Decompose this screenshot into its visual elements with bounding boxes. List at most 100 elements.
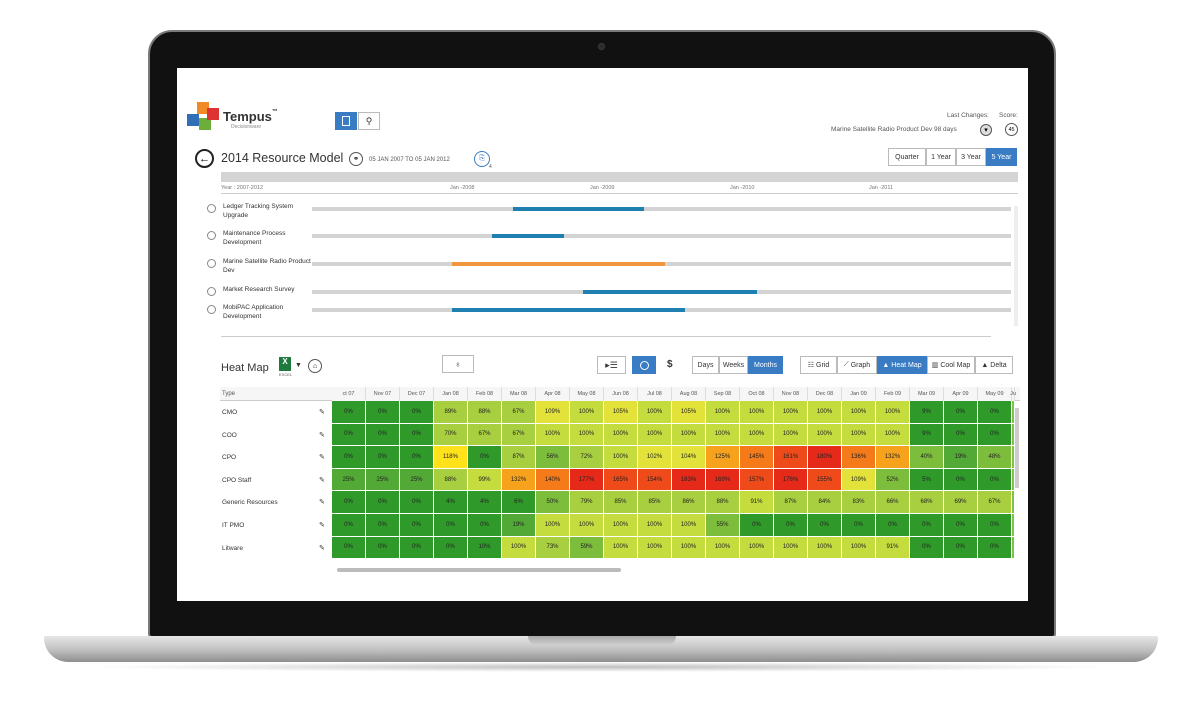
heatmap-cell[interactable]: 50% xyxy=(536,491,570,514)
section-divider[interactable] xyxy=(221,336,991,337)
heatmap-cell[interactable]: 0% xyxy=(944,536,978,560)
heatmap-cell[interactable]: 84% xyxy=(808,491,842,514)
heatmap-cell[interactable]: 100% xyxy=(536,423,570,447)
heatmap-cell[interactable]: 132% xyxy=(502,468,536,492)
heatmap-cell[interactable] xyxy=(1012,423,1015,447)
heatmap-cell[interactable]: 0% xyxy=(332,401,366,424)
view-button-grid[interactable]: ☷ Grid xyxy=(800,356,837,374)
heatmap-cell[interactable]: 88% xyxy=(434,468,468,492)
heatmap-cell[interactable]: 0% xyxy=(332,423,366,447)
project-row[interactable]: Marine Satellite Radio Product Dev xyxy=(207,257,1017,281)
heatmap-cell[interactable]: 100% xyxy=(740,536,774,560)
heatmap-cell[interactable]: 4% xyxy=(468,491,502,514)
heatmap-cell[interactable]: 25% xyxy=(400,468,434,492)
heatmap-cell[interactable]: 100% xyxy=(774,423,808,447)
heatmap-cell[interactable]: 100% xyxy=(638,514,672,537)
heatmap-horizontal-scrollbar[interactable] xyxy=(337,568,621,572)
heatmap-cell[interactable]: 100% xyxy=(638,401,672,424)
link-icon[interactable]: ⚭ xyxy=(349,152,363,166)
heatmap-cell[interactable]: 100% xyxy=(638,423,672,447)
heatmap-cell[interactable]: 100% xyxy=(842,536,876,560)
heatmap-cell[interactable]: 0% xyxy=(366,446,400,469)
heatmap-cell[interactable]: 72% xyxy=(570,446,604,469)
heatmap-cell[interactable]: 100% xyxy=(604,423,638,447)
heatmap-cell[interactable]: 100% xyxy=(774,401,808,424)
heatmap-cell[interactable]: 100% xyxy=(706,423,740,447)
range-button-3-year[interactable]: 3 Year xyxy=(956,148,986,166)
heatmap-cell[interactable]: 0% xyxy=(842,514,876,537)
project-radio[interactable] xyxy=(207,287,216,296)
heatmap-cell[interactable]: 0% xyxy=(774,514,808,537)
heatmap-cell[interactable]: 5% xyxy=(910,468,944,492)
heatmap-cell[interactable]: 180% xyxy=(808,446,842,469)
heatmap-cell[interactable]: 0% xyxy=(434,514,468,537)
heatmap-cell[interactable]: 69% xyxy=(944,491,978,514)
project-row[interactable]: Maintenance Process Development xyxy=(207,229,1017,253)
document-view-button[interactable] xyxy=(335,112,357,130)
heatmap-cell[interactable]: 89% xyxy=(434,401,468,424)
period-button-days[interactable]: Days xyxy=(692,356,719,374)
heatmap-cell[interactable]: 0% xyxy=(400,446,434,469)
heatmap-cell[interactable]: 100% xyxy=(536,514,570,537)
heatmap-cell[interactable]: 161% xyxy=(774,446,808,469)
heatmap-cell[interactable]: 73% xyxy=(536,536,570,560)
timeline-vertical-scrollbar[interactable] xyxy=(1014,206,1018,326)
pencil-icon[interactable]: ✎ xyxy=(319,522,325,529)
heatmap-cell[interactable]: 132% xyxy=(876,446,910,469)
view-button-cool-map[interactable]: ▥ Cool Map xyxy=(927,356,975,374)
heatmap-cell[interactable]: 48% xyxy=(978,446,1012,469)
lock-icon[interactable]: ⌂ xyxy=(308,359,322,373)
heatmap-cell[interactable]: 100% xyxy=(570,514,604,537)
heatmap-cell[interactable]: 100% xyxy=(808,423,842,447)
heatmap-cell[interactable]: 99% xyxy=(468,468,502,492)
project-row[interactable]: Ledger Tracking System Upgrade xyxy=(207,202,1017,226)
heatmap-cell[interactable]: 104% xyxy=(672,446,706,469)
heatmap-cell[interactable]: 25% xyxy=(366,468,400,492)
heatmap-cell[interactable]: 67% xyxy=(978,491,1012,514)
heatmap-cell[interactable]: 100% xyxy=(876,423,910,447)
heatmap-cell[interactable]: 109% xyxy=(842,468,876,492)
heatmap-cell[interactable]: 154% xyxy=(638,468,672,492)
project-bar[interactable] xyxy=(451,262,665,266)
heatmap-cell[interactable]: 100% xyxy=(604,446,638,469)
heatmap-cell[interactable]: 0% xyxy=(468,446,502,469)
heatmap-cell[interactable] xyxy=(1012,536,1015,560)
pencil-icon[interactable]: ✎ xyxy=(319,409,325,416)
heatmap-cell[interactable]: 0% xyxy=(978,468,1012,492)
view-button-heat-map[interactable]: ▲ Heat Map xyxy=(877,356,927,374)
project-radio[interactable] xyxy=(207,259,216,268)
heatmap-cell[interactable]: 0% xyxy=(366,491,400,514)
heatmap-cell[interactable] xyxy=(1012,491,1015,514)
heatmap-cell[interactable]: 88% xyxy=(468,401,502,424)
heatmap-cell[interactable]: 145% xyxy=(740,446,774,469)
heatmap-cell[interactable]: 118% xyxy=(434,446,468,469)
heatmap-cell[interactable]: 100% xyxy=(672,536,706,560)
heatmap-cell[interactable]: 52% xyxy=(876,468,910,492)
heatmap-cell[interactable]: 100% xyxy=(706,536,740,560)
heatmap-cell[interactable]: 100% xyxy=(774,536,808,560)
excel-icon[interactable]: X xyxy=(279,357,291,371)
heatmap-cell[interactable]: 79% xyxy=(570,491,604,514)
period-button-months[interactable]: Months xyxy=(748,356,783,374)
heatmap-cell[interactable] xyxy=(1012,468,1015,492)
heatmap-cell[interactable]: 0% xyxy=(400,514,434,537)
project-bar[interactable] xyxy=(582,290,757,294)
heatmap-cell[interactable]: 10% xyxy=(468,536,502,560)
copy-icon[interactable]: ⎘ xyxy=(474,151,490,167)
heatmap-cell[interactable]: 0% xyxy=(944,401,978,424)
heatmap-cell[interactable]: 100% xyxy=(604,536,638,560)
range-button-5-year[interactable]: 5 Year xyxy=(986,148,1017,166)
period-button-weeks[interactable]: Weeks xyxy=(719,356,748,374)
heatmap-cell[interactable]: 0% xyxy=(978,536,1012,560)
pencil-icon[interactable]: ✎ xyxy=(319,454,325,462)
heatmap-cell[interactable]: 87% xyxy=(774,491,808,514)
heatmap-cell[interactable]: 55% xyxy=(706,514,740,537)
chevron-down-icon[interactable]: ▾ xyxy=(980,124,992,136)
heatmap-cell[interactable]: 9% xyxy=(910,423,944,447)
heatmap-cell[interactable]: 9% xyxy=(910,401,944,424)
heatmap-cell[interactable]: 0% xyxy=(434,536,468,560)
heatmap-cell[interactable]: 25% xyxy=(332,468,366,492)
heatmap-cell[interactable]: 0% xyxy=(366,536,400,560)
heatmap-cell[interactable]: 0% xyxy=(400,423,434,447)
heatmap-cell[interactable]: 6% xyxy=(502,491,536,514)
